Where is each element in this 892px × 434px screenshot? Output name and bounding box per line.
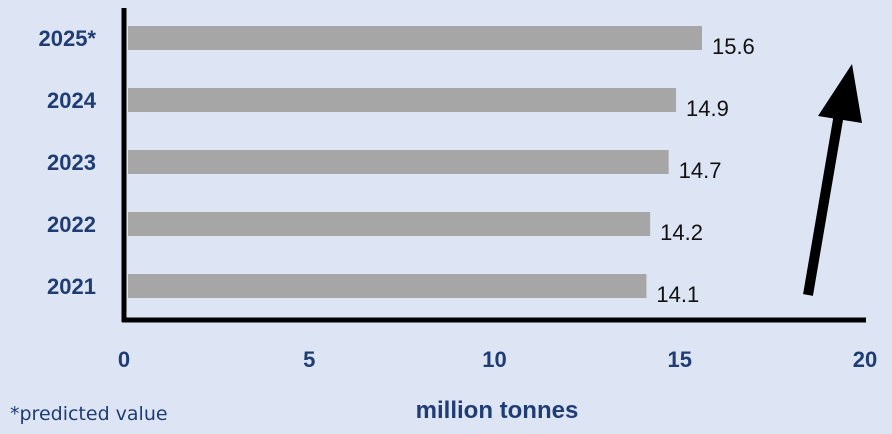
trend-arrow xyxy=(803,64,862,296)
bar-2025 xyxy=(128,26,702,50)
trend-arrow-shaft xyxy=(803,107,845,296)
x-ticks-layer: 0 5 10 15 20 xyxy=(118,347,877,372)
category-label-2021: 2021 xyxy=(47,274,96,299)
value-label-2024: 14.9 xyxy=(686,96,729,121)
value-label-2021: 14.1 xyxy=(656,282,699,307)
labels-layer: 2021 14.1 2022 14.2 2023 14.7 2024 14.9 2025* 15.… xyxy=(38,26,754,307)
bar-2024 xyxy=(128,88,677,112)
footnote: *predicted value xyxy=(10,403,168,425)
x-tick-label-15: 15 xyxy=(668,347,692,372)
category-label-2023: 2023 xyxy=(47,150,96,175)
x-tick-label-0: 0 xyxy=(118,347,130,372)
bar-2023 xyxy=(128,150,669,174)
value-label-2025: 15.6 xyxy=(712,34,755,59)
x-tick-label-10: 10 xyxy=(482,347,506,372)
value-label-2022: 14.2 xyxy=(660,220,703,245)
x-tick-label-5: 5 xyxy=(303,347,315,372)
category-label-2025: 2025* xyxy=(38,26,96,51)
bar-2022 xyxy=(128,212,651,236)
trend-arrow-head xyxy=(818,64,862,123)
category-label-2022: 2022 xyxy=(47,212,96,237)
axes-layer xyxy=(121,8,866,323)
x-tick-label-20: 20 xyxy=(853,347,877,372)
x-axis-title: million tonnes xyxy=(416,397,579,424)
value-label-2023: 14.7 xyxy=(679,158,722,183)
category-label-2024: 2024 xyxy=(47,88,97,113)
bar-2021 xyxy=(128,274,647,298)
bars-layer xyxy=(128,26,702,298)
